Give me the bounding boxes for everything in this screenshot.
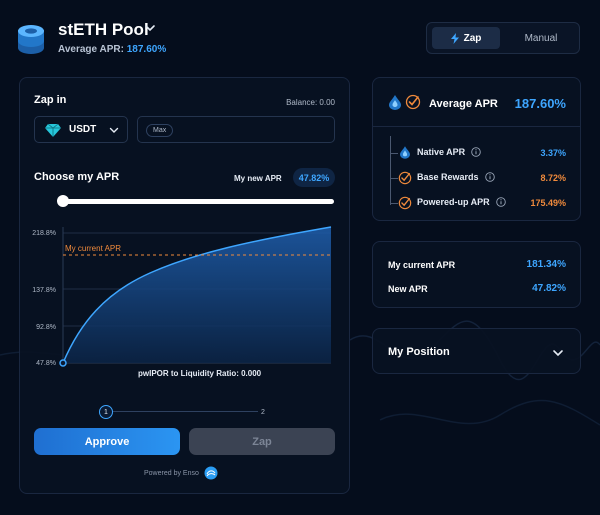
zap-panel: Zap in Balance: 0.00 USDT Max Choose my …: [19, 77, 350, 494]
base-rewards-label: Base Rewards: [417, 172, 479, 182]
approve-button[interactable]: Approve: [34, 428, 180, 455]
tree-connector: [390, 153, 398, 154]
average-apr-panel: Average APR 187.60% Native APR 3.37% Bas…: [372, 77, 581, 221]
steth-pool-icon: [18, 25, 44, 54]
divider: [373, 126, 580, 127]
my-current-apr-value: 181.34%: [526, 259, 566, 270]
new-apr-value: 47.82%: [293, 168, 335, 187]
powered-up-check-icon: [398, 171, 412, 185]
info-icon[interactable]: [471, 147, 481, 157]
curve-start-point: [59, 359, 67, 367]
native-apr-value: 3.37%: [540, 148, 566, 158]
powered-by-text: Powered by Enso: [144, 469, 199, 477]
powered-up-check-icon: [405, 94, 421, 110]
average-apr-label: Average APR:: [58, 44, 124, 55]
apr-area: [63, 227, 331, 363]
native-apr-row-label: Native APR: [417, 147, 481, 157]
average-apr-total: 187.60%: [514, 96, 566, 111]
tree-connector: [390, 136, 391, 205]
y-tick-label: 47.8%: [36, 360, 56, 367]
powered-up-apr-label: Powered-up APR: [417, 197, 490, 207]
choose-apr-label: Choose my APR: [34, 171, 120, 183]
y-tick-label: 137.8%: [32, 287, 56, 294]
chevron-down-icon[interactable]: [552, 348, 564, 358]
base-rewards-row-label: Base Rewards: [417, 172, 495, 182]
base-rewards-value: 8.72%: [540, 173, 566, 183]
info-icon[interactable]: [484, 172, 495, 182]
apr-curve-chart: My current APR 218.8% 137.8% 92.8% 47.8%: [32, 226, 332, 367]
tree-connector: [390, 203, 398, 204]
zap-button[interactable]: Zap: [189, 428, 335, 455]
my-apr-panel: My current APR 181.34% New APR 47.82%: [372, 241, 581, 308]
y-tick-label: 218.8%: [32, 230, 56, 237]
apr-curve-line: [62, 226, 332, 364]
tree-connector: [390, 178, 398, 179]
native-apr-label: Native APR: [417, 147, 466, 157]
powered-up-apr-value: 175.49%: [530, 198, 566, 208]
powered-up-check-icon: [398, 196, 412, 210]
amount-input[interactable]: Max: [137, 116, 335, 143]
average-apr-summary: Average APR: 187.60%: [58, 44, 166, 55]
average-apr-title: Average APR: [429, 98, 498, 110]
zap-in-label: Zap in: [34, 94, 67, 106]
new-apr-row-value: 47.82%: [532, 283, 566, 294]
my-current-apr-label: My current APR: [388, 260, 456, 270]
enso-logo-icon: [204, 466, 218, 480]
current-apr-chart-label: My current APR: [65, 244, 121, 253]
new-apr-label: My new APR: [234, 174, 282, 183]
powered-up-apr-row-label: Powered-up APR: [417, 197, 506, 207]
zap-mode-tab[interactable]: Zap: [432, 27, 500, 49]
apr-slider-thumb[interactable]: [57, 195, 69, 207]
my-position-panel[interactable]: My Position: [372, 328, 581, 374]
mode-toggle: Zap Manual: [426, 22, 580, 54]
zap-mode-label: Zap: [463, 32, 482, 44]
max-button[interactable]: Max: [146, 124, 174, 137]
token-name: USDT: [69, 124, 97, 135]
info-icon[interactable]: [495, 197, 506, 207]
ratio-label: pwIPOR to Liquidity Ratio: 0.000: [138, 369, 262, 378]
balance-text: Balance: 0.00: [286, 98, 335, 107]
y-tick-label: 92.8%: [36, 324, 56, 331]
usdt-diamond-icon: [45, 123, 61, 137]
powered-by: Powered by Enso: [144, 466, 218, 480]
apr-slider-track[interactable]: [62, 199, 334, 204]
chevron-down-icon: [109, 127, 119, 133]
average-apr-value: 187.60%: [126, 44, 167, 55]
token-select[interactable]: USDT: [34, 116, 128, 143]
step-2-indicator: 2: [261, 408, 265, 416]
lightning-icon: [450, 32, 459, 44]
drop-icon: [400, 146, 410, 159]
drop-icon: [389, 95, 401, 110]
step-progress-line: [113, 411, 258, 412]
manual-mode-label: Manual: [524, 32, 558, 44]
manual-mode-tab[interactable]: Manual: [507, 27, 575, 49]
step-1-indicator: 1: [99, 405, 113, 419]
new-apr-row-label: New APR: [388, 284, 428, 294]
my-position-title: My Position: [388, 346, 450, 358]
pool-select-chevron-icon[interactable]: [144, 22, 156, 34]
pool-title: stETH Pool: [58, 20, 149, 39]
